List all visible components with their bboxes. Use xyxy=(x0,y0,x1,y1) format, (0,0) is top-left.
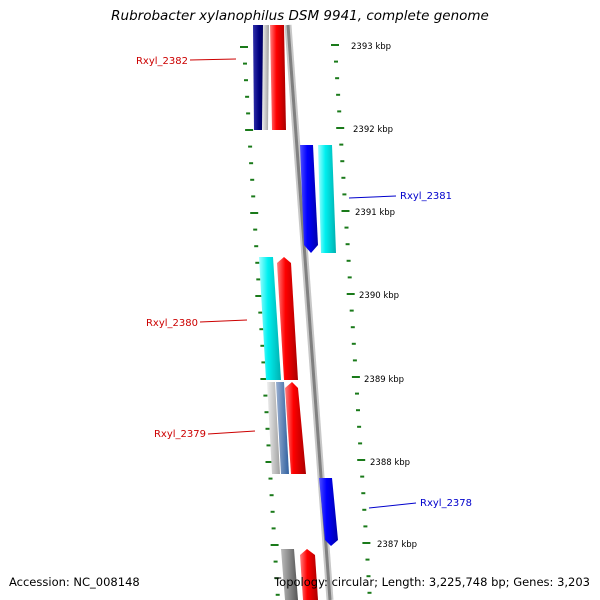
gene-label-rxyl-2380[interactable]: Rxyl_2380 xyxy=(146,318,198,329)
leader-line-rxyl-2379 xyxy=(207,430,256,435)
leader-line-rxyl-2382 xyxy=(189,58,237,61)
gene-feature-red-bottom[interactable] xyxy=(300,549,318,600)
kbp-label: 2389 kbp xyxy=(364,375,404,385)
gene-feature-rxyl-2382[interactable] xyxy=(270,25,286,130)
gene-feature-cyan-2381[interactable] xyxy=(318,145,336,253)
gene-feature-gray-bottom[interactable] xyxy=(281,549,298,600)
gene-feature-cyan-2380[interactable] xyxy=(259,257,281,380)
leader-line-rxyl-2380 xyxy=(199,319,248,323)
kbp-label: 2388 kbp xyxy=(370,458,410,468)
gene-label-rxyl-2382[interactable]: Rxyl_2382 xyxy=(136,56,188,67)
kbp-label: 2390 kbp xyxy=(359,291,399,301)
kbp-label: 2387 kbp xyxy=(377,540,417,550)
gene-feature-gray[interactable] xyxy=(262,25,269,130)
gene-feature-rxyl-2378[interactable] xyxy=(319,478,338,546)
accession-text: Accession: NC_008148 xyxy=(9,575,140,589)
leader-line-rxyl-2378 xyxy=(368,502,417,509)
gene-feature-navy[interactable] xyxy=(253,25,265,130)
kbp-label: 2391 kbp xyxy=(355,208,395,218)
topology-text: Topology: circular; Length: 3,225,748 bp… xyxy=(274,575,590,589)
outer-tick-track xyxy=(331,44,372,594)
gene-label-rxyl-2381[interactable]: Rxyl_2381 xyxy=(400,191,452,202)
gene-feature-rxyl-2381[interactable] xyxy=(300,145,318,253)
map-title: Rubrobacter xylanophilus DSM 9941, compl… xyxy=(111,8,489,24)
gene-feature-steel-2379[interactable] xyxy=(276,382,289,474)
gene-label-rxyl-2379[interactable]: Rxyl_2379 xyxy=(154,429,206,440)
kbp-label: 2393 kbp xyxy=(351,42,391,52)
gene-feature-rxyl-2380[interactable] xyxy=(277,257,298,380)
gene-feature-rxyl-2379[interactable] xyxy=(285,382,306,474)
gene-label-rxyl-2378[interactable]: Rxyl_2378 xyxy=(420,498,472,509)
gene-feature-gray-2379[interactable] xyxy=(267,382,280,474)
kbp-label: 2392 kbp xyxy=(353,125,393,135)
leader-line-rxyl-2381 xyxy=(348,195,397,199)
